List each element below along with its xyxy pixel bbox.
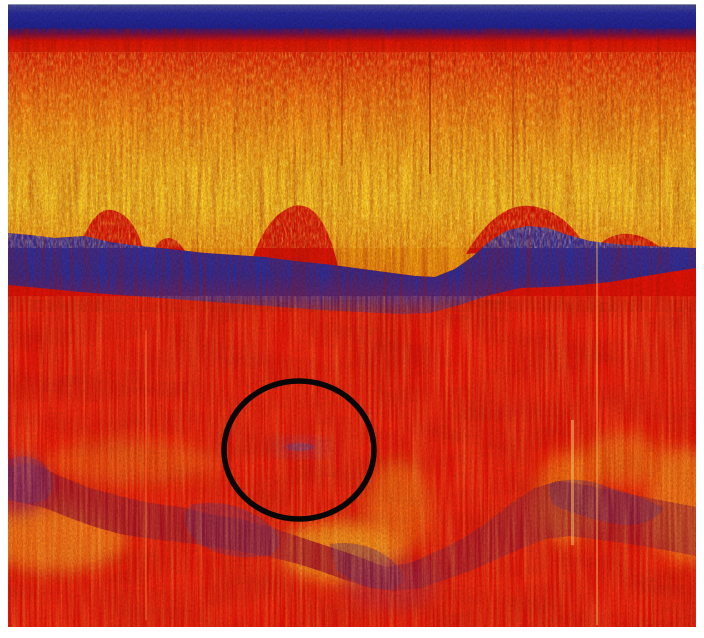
- streak-artifact: [145, 330, 147, 620]
- streak-artifact: [659, 62, 661, 230]
- annotation-circle: [221, 378, 377, 522]
- streak-artifact: [341, 56, 343, 166]
- texture-fine-grain: [8, 5, 696, 627]
- streak-artifact: [429, 52, 431, 174]
- streak-artifact: [512, 60, 514, 210]
- streak-artifact: [596, 210, 598, 625]
- streak-artifact: [571, 420, 574, 545]
